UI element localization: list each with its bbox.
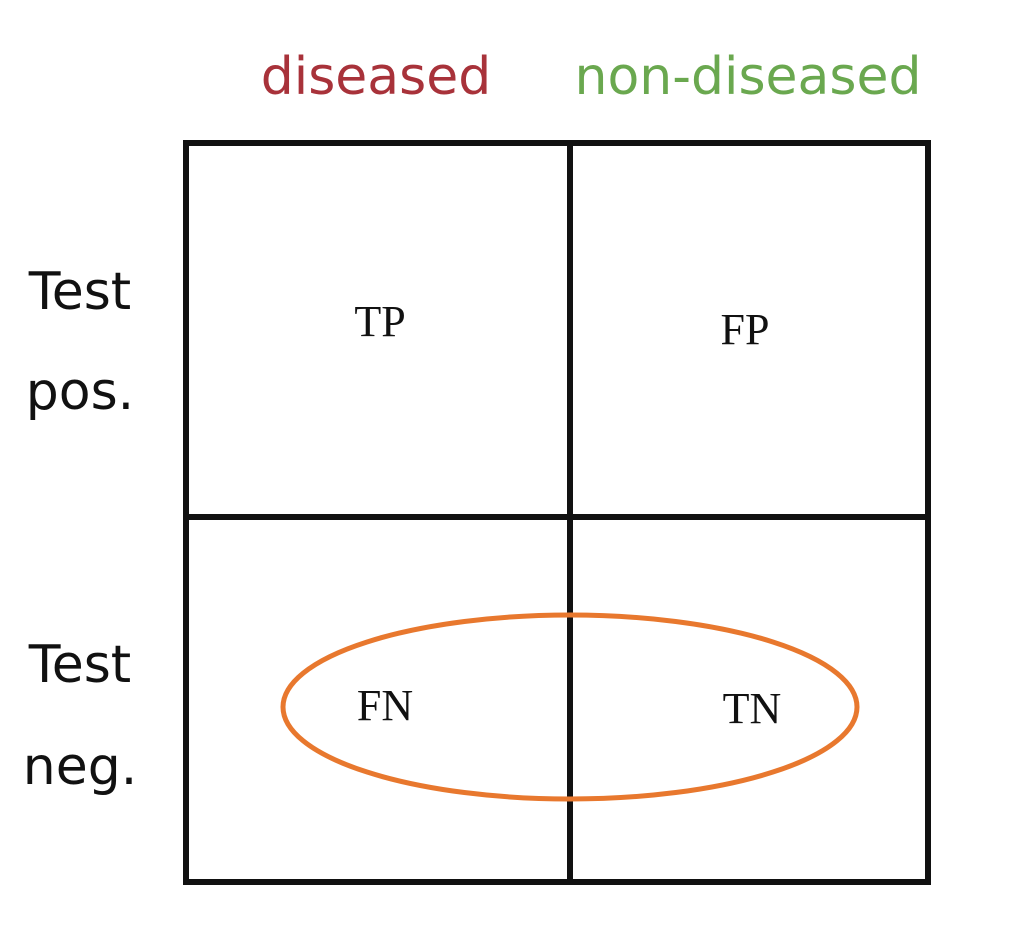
row-label: Test <box>28 262 131 322</box>
row-label: pos. <box>26 362 134 422</box>
grid-border <box>183 140 931 885</box>
column-header: non-diseased <box>575 47 922 107</box>
cell-label: FN <box>357 681 413 730</box>
row-label: Test <box>28 635 131 695</box>
row-label: neg. <box>23 737 138 797</box>
column-header: diseased <box>261 47 492 107</box>
highlight-ellipse <box>280 612 860 802</box>
cell-label: TN <box>723 684 782 733</box>
cell-label: FP <box>721 305 770 354</box>
cell-label: TP <box>354 297 405 346</box>
